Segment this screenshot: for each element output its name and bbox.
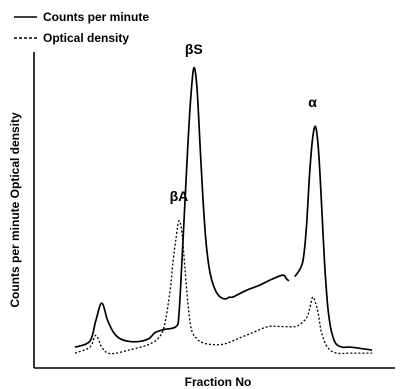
- y-axis-label: Counts per minute Optical density: [8, 112, 22, 308]
- legend: Counts per minute Optical density: [14, 10, 149, 45]
- peak-label-3: α: [308, 94, 317, 110]
- series-line-counts-per-minute-1: [74, 66, 290, 349]
- peak-label-1: βA: [170, 188, 189, 204]
- legend-label-counts-per-minute: Counts per minute: [43, 10, 149, 24]
- series-line-optical-density: [74, 220, 372, 355]
- x-axis-label: Fraction No: [185, 375, 252, 389]
- peak-label-2: βS: [185, 41, 203, 57]
- series-layer: [74, 66, 373, 355]
- annotation-layer: βA βS α: [170, 41, 318, 204]
- legend-label-optical-density: Optical density: [43, 31, 129, 45]
- series-line-counts-per-minute-2: [294, 125, 373, 351]
